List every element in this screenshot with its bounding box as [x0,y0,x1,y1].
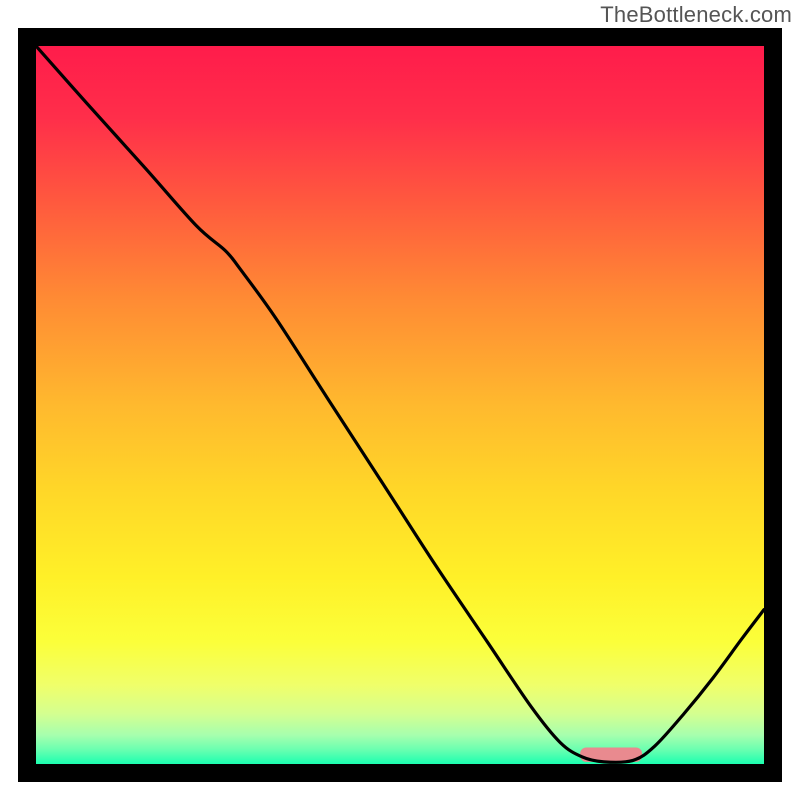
chart-container: TheBottleneck.com [0,0,800,800]
bottleneck-chart [0,0,800,800]
gradient-background [36,46,764,764]
watermark-text: TheBottleneck.com [600,2,792,28]
